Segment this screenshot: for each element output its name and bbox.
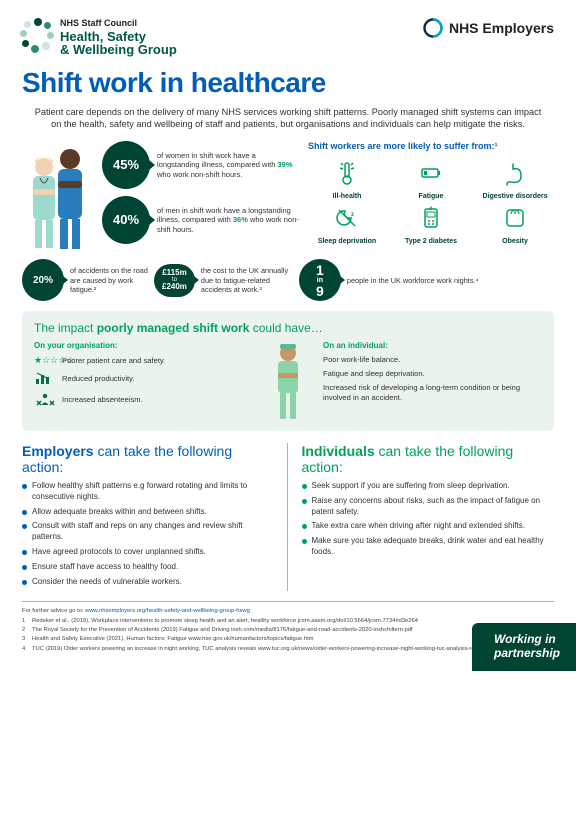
individual-action: Take extra care when driving after night…: [302, 521, 555, 532]
bar-chart-down-icon: [34, 371, 56, 388]
impact-org-3: Increased absenteeism.: [62, 395, 143, 405]
suffer-obesity: Obesity: [476, 204, 554, 245]
actions-section: Employers can take the following action:…: [22, 443, 554, 592]
stat-accidents-text: of accidents on the road are caused by w…: [70, 266, 148, 294]
stat-cost-text: the cost to the UK annually due to fatig…: [201, 266, 293, 294]
impact-org-1: Poorer patient care and safety.: [62, 356, 165, 366]
no-sleep-icon: z: [333, 204, 361, 232]
suffer-from-block: Shift workers are more likely to suffer …: [308, 141, 554, 251]
nurse-illustration: [263, 341, 313, 421]
stat-onein-text: people in the UK workforce work nights.⁴: [347, 276, 554, 285]
hsw-logo-dots: [22, 18, 54, 54]
stat-men: 40% of men in shift work have a longstan…: [102, 196, 300, 244]
further-advice: For further advice go to: www.nhsemploye…: [22, 608, 554, 616]
star-rating-icon: ★☆☆☆☆: [34, 355, 56, 367]
employer-action: Consult with staff and reps on any chang…: [22, 521, 275, 543]
impact-ind-2: Fatigue and sleep deprivation.: [323, 369, 542, 379]
stat-men-pct: 40%: [102, 196, 150, 244]
impact-ind-sub: On an individual:: [323, 341, 542, 351]
thermometer-icon: [333, 159, 361, 187]
impact-org-2: Reduced productivity.: [62, 374, 134, 384]
hsw-logo-text: NHS Staff Council Health, Safety & Wellb…: [60, 18, 177, 57]
employers-heading: Employers can take the following action:: [22, 443, 275, 475]
employer-action: Follow healthy shift patterns e.g forwar…: [22, 481, 275, 503]
suffer-diabetes: Type 2 diabetes: [392, 204, 470, 245]
council-name: NHS Staff Council: [60, 18, 177, 30]
stat-women: 45% of women in shift work have a longst…: [102, 141, 300, 189]
group-name-l1: Health, Safety: [60, 30, 177, 44]
individual-action: Raise any concerns about risks, such as …: [302, 496, 555, 518]
suffer-fatigue: Fatigue: [392, 159, 470, 200]
employer-action: Have agreed protocols to cover unplanned…: [22, 547, 275, 558]
employers-actions: Employers can take the following action:…: [22, 443, 288, 592]
section-stats-row: 20% of accidents on the road are caused …: [22, 259, 554, 301]
employer-action: Ensure staff have access to healthy food…: [22, 562, 275, 573]
impact-box: The impact poorly managed shift work cou…: [22, 311, 554, 431]
impact-ind-1: Poor work-life balance.: [323, 355, 542, 365]
stat-cost-pill: £115m to £240m: [154, 264, 195, 297]
battery-low-icon: [417, 159, 445, 187]
suffer-heading: Shift workers are more likely to suffer …: [308, 141, 554, 153]
advice-link[interactable]: www.nhsemployers.org/health-safety-and-w…: [85, 608, 250, 614]
header: NHS Staff Council Health, Safety & Wellb…: [22, 18, 554, 57]
impact-org-sub: On your organisation:: [34, 341, 253, 351]
individuals-heading: Individuals can take the following actio…: [302, 443, 555, 475]
intro-paragraph: Patient care depends on the delivery of …: [22, 107, 554, 141]
section-longstanding-illness: 45% of women in shift work have a longst…: [22, 141, 554, 251]
stomach-icon: [501, 159, 529, 187]
individual-action: Seek support if you are suffering from s…: [302, 481, 555, 492]
absent-people-icon: [34, 392, 56, 409]
partnership-badge: Working in partnership: [472, 623, 576, 671]
circle-icon: [423, 18, 443, 38]
nhs-employers-text: NHS Employers: [449, 19, 554, 37]
hsw-logo-block: NHS Staff Council Health, Safety & Wellb…: [22, 18, 177, 57]
group-name-l2: & Wellbeing Group: [60, 43, 177, 57]
employer-action: Consider the needs of vulnerable workers…: [22, 577, 275, 588]
individuals-actions: Individuals can take the following actio…: [302, 443, 555, 592]
individual-action: Make sure you take adequate breaks, drin…: [302, 536, 555, 558]
main-title: Shift work in healthcare: [22, 65, 554, 101]
suffer-sleep: z Sleep deprivation: [308, 204, 386, 245]
employer-action: Allow adequate breaks within and between…: [22, 507, 275, 518]
impact-ind-3: Increased risk of developing a long-term…: [323, 383, 542, 403]
nhs-employers-logo: NHS Employers: [423, 18, 554, 38]
impact-individual: On an individual: Poor work-life balance…: [323, 341, 542, 421]
stat-accidents-pct: 20%: [22, 259, 64, 301]
suffer-digestive: Digestive disorders: [476, 159, 554, 200]
impact-title: The impact poorly managed shift work cou…: [34, 321, 542, 337]
impact-organisation: On your organisation: ★☆☆☆☆ Poorer patie…: [34, 341, 253, 421]
stat-onein: 1 in 9: [299, 259, 341, 301]
scale-icon: [501, 204, 529, 232]
stat-women-text: of women in shift work have a longstandi…: [157, 151, 300, 180]
healthcare-workers-illustration: [22, 141, 94, 251]
glucose-meter-icon: [417, 204, 445, 232]
svg-text:z: z: [351, 212, 354, 218]
stat-women-pct: 45%: [102, 141, 150, 189]
suffer-illhealth: Ill-health: [308, 159, 386, 200]
stat-men-text: of men in shift work have a longstanding…: [157, 206, 300, 235]
